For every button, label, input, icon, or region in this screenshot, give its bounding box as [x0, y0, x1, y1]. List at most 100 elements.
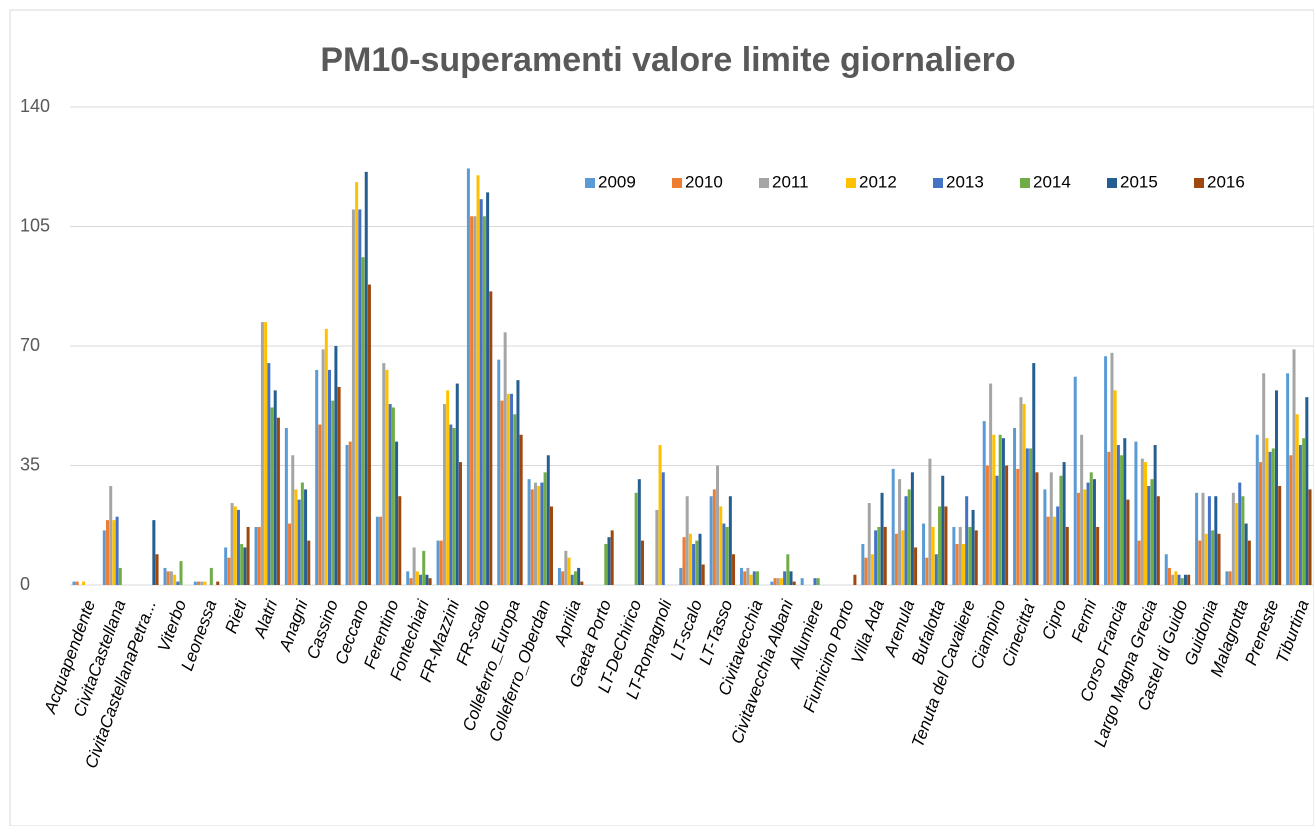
bar — [1286, 373, 1290, 585]
y-tick-label: 70 — [20, 335, 40, 355]
bar — [1083, 489, 1087, 585]
bar — [1295, 414, 1299, 585]
bar — [1016, 468, 1020, 585]
bar — [364, 171, 368, 585]
y-tick-label: 35 — [20, 454, 40, 474]
bar — [692, 544, 696, 585]
bar — [725, 526, 729, 585]
bar — [337, 386, 341, 585]
bar — [577, 567, 581, 585]
bar — [1107, 451, 1111, 585]
bar — [1225, 571, 1229, 585]
y-tick-label: 0 — [20, 574, 30, 594]
bar — [506, 393, 510, 585]
bar — [1171, 574, 1175, 585]
bar — [1228, 571, 1232, 585]
bar — [458, 462, 462, 585]
bar — [813, 578, 817, 585]
bar — [398, 496, 402, 585]
bar — [470, 216, 474, 585]
bar — [546, 455, 550, 585]
bar — [1241, 496, 1245, 585]
bar — [179, 561, 183, 585]
bar — [422, 550, 426, 585]
bar — [776, 578, 780, 585]
bar — [870, 554, 874, 585]
bar — [739, 567, 743, 585]
bar — [719, 506, 723, 585]
bar — [273, 390, 277, 585]
bar — [409, 578, 413, 585]
legend-swatch — [1107, 178, 1117, 188]
bar — [800, 578, 804, 585]
bar — [655, 509, 659, 585]
bar — [473, 216, 477, 585]
bar — [1298, 445, 1302, 585]
bar — [112, 520, 116, 585]
bar — [1065, 526, 1069, 585]
bar — [816, 578, 820, 585]
bar — [503, 332, 507, 585]
bar — [355, 182, 359, 585]
bar — [152, 520, 156, 585]
bar — [968, 526, 972, 585]
legend-label: 2011 — [772, 172, 809, 191]
bar — [260, 322, 264, 585]
bar — [922, 523, 926, 585]
bar — [1258, 462, 1262, 585]
bar — [1049, 472, 1053, 585]
bar — [998, 434, 1002, 585]
bar — [533, 482, 537, 585]
bar — [1195, 492, 1199, 585]
chart-border — [9, 9, 1314, 826]
bar — [449, 424, 453, 585]
bar — [442, 404, 446, 585]
bar — [770, 581, 774, 585]
legend-label: 2009 — [598, 172, 636, 191]
bar — [783, 571, 787, 585]
legend-label: 2012 — [859, 172, 897, 191]
bar — [557, 567, 561, 585]
bar — [938, 506, 942, 585]
bar — [436, 540, 440, 585]
bar — [264, 322, 268, 585]
bar — [941, 475, 945, 585]
bar — [519, 434, 523, 585]
bar — [334, 346, 338, 585]
bar — [118, 567, 122, 585]
bar — [982, 421, 986, 585]
bar — [82, 581, 86, 585]
bar — [679, 567, 683, 585]
bar — [1302, 438, 1306, 585]
bar — [385, 369, 389, 585]
bar — [1274, 390, 1278, 585]
bar — [466, 168, 470, 585]
bar — [291, 455, 295, 585]
bar — [732, 554, 736, 585]
bar — [1019, 397, 1023, 585]
bar — [1198, 540, 1202, 585]
bar — [388, 404, 392, 585]
bar — [716, 465, 720, 585]
bar — [227, 557, 231, 585]
bar — [712, 489, 716, 585]
bar — [246, 526, 250, 585]
bar — [1005, 465, 1009, 585]
bar — [779, 578, 783, 585]
bar — [1235, 503, 1239, 585]
bar — [412, 547, 416, 585]
bar — [755, 571, 759, 585]
bar — [891, 468, 895, 585]
bar — [1080, 434, 1084, 585]
bar — [634, 492, 638, 585]
bar — [270, 407, 274, 585]
legend-swatch — [933, 178, 943, 188]
bar — [773, 578, 777, 585]
bar — [1211, 530, 1215, 585]
bar — [1214, 496, 1218, 585]
bar — [446, 390, 450, 585]
legend-label: 2015 — [1120, 172, 1158, 191]
bar — [898, 479, 902, 585]
bar — [989, 383, 993, 585]
